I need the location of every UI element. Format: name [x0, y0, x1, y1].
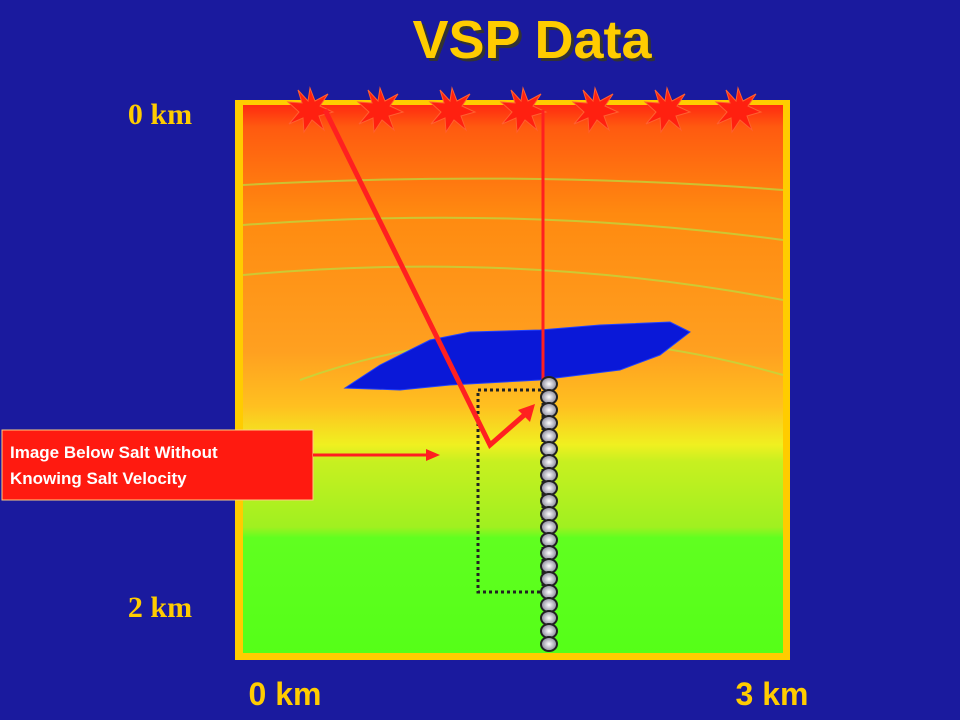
title: VSP Data	[412, 10, 652, 70]
image-region	[476, 388, 545, 594]
receiver	[540, 415, 558, 431]
receiver	[540, 571, 558, 587]
receiver	[540, 376, 558, 392]
receiver	[540, 610, 558, 626]
depth-label: 2 km	[128, 591, 192, 624]
receiver	[540, 623, 558, 639]
ray-path	[322, 108, 532, 450]
receiver	[540, 519, 558, 535]
receiver	[540, 493, 558, 509]
ray-arrowhead	[518, 404, 535, 422]
depth-label: 0 km	[128, 98, 192, 131]
sources	[286, 86, 763, 134]
callout-line: Image Below Salt Without	[10, 443, 218, 462]
receiver	[540, 506, 558, 522]
receiver	[540, 532, 558, 548]
receiver	[540, 428, 558, 444]
distance-label: 3 km	[736, 676, 809, 712]
receiver-well	[540, 376, 558, 652]
receiver	[540, 467, 558, 483]
receiver	[540, 480, 558, 496]
receiver	[540, 636, 558, 652]
receiver	[540, 454, 558, 470]
distance-label: 0 km	[249, 676, 322, 712]
callout-line: Knowing Salt Velocity	[10, 469, 187, 488]
receiver	[540, 441, 558, 457]
callout-box	[1, 429, 314, 501]
receiver	[540, 402, 558, 418]
receiver	[540, 597, 558, 613]
callout-arrowhead	[426, 449, 440, 461]
receiver	[540, 558, 558, 574]
receiver	[540, 389, 558, 405]
receiver	[540, 545, 558, 561]
title-shadow: VSP Data	[415, 13, 655, 73]
receiver	[540, 584, 558, 600]
